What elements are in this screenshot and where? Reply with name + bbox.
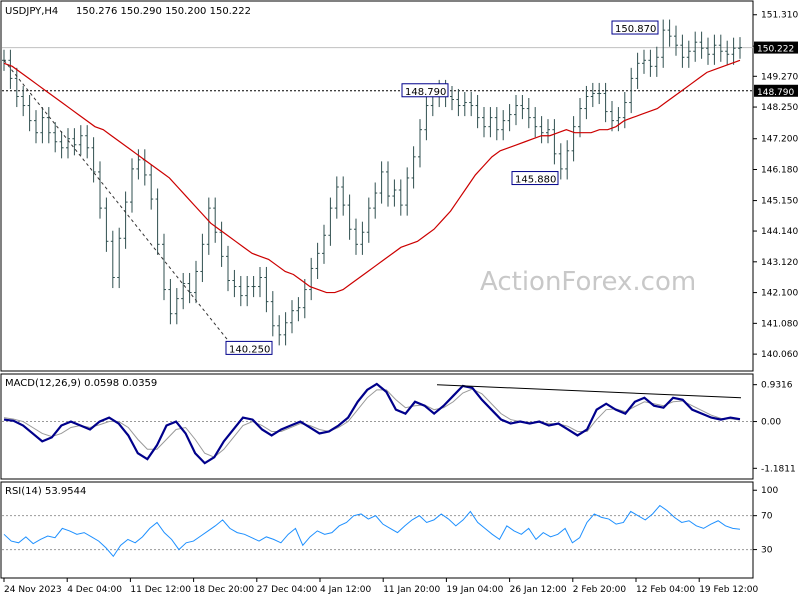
x-tick-label: 4 Dec 04:00 bbox=[67, 585, 122, 595]
annotation-box bbox=[225, 340, 273, 355]
price-tick-label: 140.060 bbox=[761, 350, 798, 360]
macd-title: MACD(12,26,9) 0.0598 0.0359 bbox=[5, 378, 157, 389]
annotation-label: 150.870 bbox=[615, 24, 656, 35]
macd-line bbox=[3, 382, 741, 465]
x-tick-label: 27 Dec 04:00 bbox=[257, 585, 318, 595]
price-series-group: 151.310150.270149.270148.250147.200146.1… bbox=[2, 11, 798, 360]
x-tick-label: 24 Nov 2023 bbox=[4, 585, 62, 595]
rsi-tick-label: 70 bbox=[761, 512, 773, 522]
x-tick-label: 11 Dec 12:00 bbox=[130, 585, 191, 595]
price-tick-label: 144.140 bbox=[761, 227, 798, 237]
annotation-label: 145.880 bbox=[515, 175, 556, 186]
x-tick-label: 4 Jan 12:00 bbox=[320, 585, 372, 595]
current-price-marker bbox=[754, 41, 798, 54]
rsi-title: RSI(14) 53.9544 bbox=[5, 486, 86, 497]
price-trendline bbox=[3, 59, 235, 349]
rsi-panel bbox=[0, 481, 754, 579]
macd-tick-label: -1.1811 bbox=[761, 464, 796, 474]
annotation-box bbox=[511, 171, 559, 186]
price-tick-label: 146.180 bbox=[761, 166, 798, 176]
price-chart-title: USDJPY,H4 bbox=[5, 6, 58, 17]
current-price-label: 150.222 bbox=[757, 45, 794, 55]
price-panel bbox=[0, 0, 754, 372]
x-tick-label: 2 Feb 20:00 bbox=[573, 585, 627, 595]
annotation-label: 140.250 bbox=[229, 344, 270, 355]
price-tick-label: 143.120 bbox=[761, 258, 798, 268]
x-tick-label: 19 Jan 04:00 bbox=[446, 585, 503, 595]
annotation-box bbox=[611, 20, 659, 35]
macd-tick-label: 0.00 bbox=[761, 418, 781, 428]
watermark: ActionForex.com bbox=[480, 267, 696, 297]
rsi-series-group: 100 70 30 bbox=[2, 486, 778, 558]
x-tick-label: 26 Jan 12:00 bbox=[510, 585, 567, 595]
ohlc-values: 150.276 150.290 150.200 150.222 bbox=[76, 6, 251, 17]
macd-tick-label: 0.9316 bbox=[761, 381, 793, 391]
price-tick-label: 147.200 bbox=[761, 135, 798, 145]
rsi-tick-label: 30 bbox=[761, 546, 773, 556]
price-tick-label: 148.250 bbox=[761, 103, 798, 113]
annotation-label: 148.790 bbox=[405, 87, 446, 98]
rsi-tick-label: 100 bbox=[761, 486, 778, 496]
level-marker-label: 148.790 bbox=[757, 88, 794, 98]
rsi-line bbox=[3, 504, 741, 558]
macd-trendline bbox=[436, 384, 742, 399]
price-tick-label: 141.080 bbox=[761, 319, 798, 329]
x-tick-label: 12 Feb 04:00 bbox=[636, 585, 695, 595]
x-tick-label: 18 Dec 20:00 bbox=[194, 585, 255, 595]
annotation-box bbox=[401, 83, 449, 98]
x-tick-label: 19 Feb 12:00 bbox=[699, 585, 758, 595]
level-marker bbox=[754, 84, 798, 97]
price-tick-label: 142.100 bbox=[761, 289, 798, 299]
price-tick-label: 151.310 bbox=[761, 11, 798, 21]
price-tick-label: 145.150 bbox=[761, 197, 798, 207]
macd-series-group: 0.9316 0.00 -1.1811 bbox=[2, 381, 796, 474]
moving-average-line bbox=[3, 59, 741, 294]
axis-labels-group: 24 Nov 2023 4 Dec 04:00 11 Dec 12:00 18 Dec… bbox=[3, 578, 759, 595]
price-tick-label: 149.270 bbox=[761, 72, 798, 82]
x-tick-label: 11 Jan 20:00 bbox=[383, 585, 440, 595]
